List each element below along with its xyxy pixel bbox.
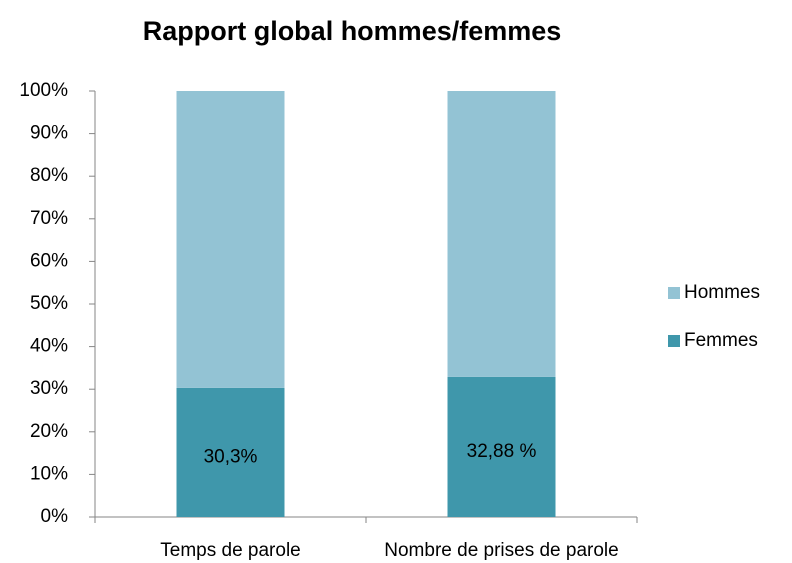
chart-title: Rapport global hommes/femmes xyxy=(143,16,562,46)
bar-segment xyxy=(447,91,556,377)
x-tick-label: Temps de parole xyxy=(160,540,300,561)
y-tick-label: 30% xyxy=(30,378,68,399)
legend-label: Femmes xyxy=(684,330,758,351)
legend-swatch xyxy=(668,287,680,299)
y-tick-label: 100% xyxy=(19,80,68,101)
y-tick-label: 50% xyxy=(30,293,68,314)
y-tick-label: 10% xyxy=(30,463,68,484)
y-tick-label: 80% xyxy=(30,165,68,186)
y-tick-label: 60% xyxy=(30,250,68,271)
y-tick-label: 70% xyxy=(30,208,68,229)
x-tick-label: Nombre de prises de parole xyxy=(384,540,618,561)
data-label: 30,3% xyxy=(204,446,258,467)
y-tick-label: 0% xyxy=(41,506,69,527)
y-tick-label: 40% xyxy=(30,336,68,357)
y-tick-label: 90% xyxy=(30,123,68,144)
data-label: 32,88 % xyxy=(467,441,537,462)
bar-segment xyxy=(176,387,285,517)
bar-segment xyxy=(176,91,285,388)
legend-label: Hommes xyxy=(684,282,760,303)
bar-segment xyxy=(447,376,556,517)
legend-swatch xyxy=(668,335,680,347)
y-tick-label: 20% xyxy=(30,421,68,442)
